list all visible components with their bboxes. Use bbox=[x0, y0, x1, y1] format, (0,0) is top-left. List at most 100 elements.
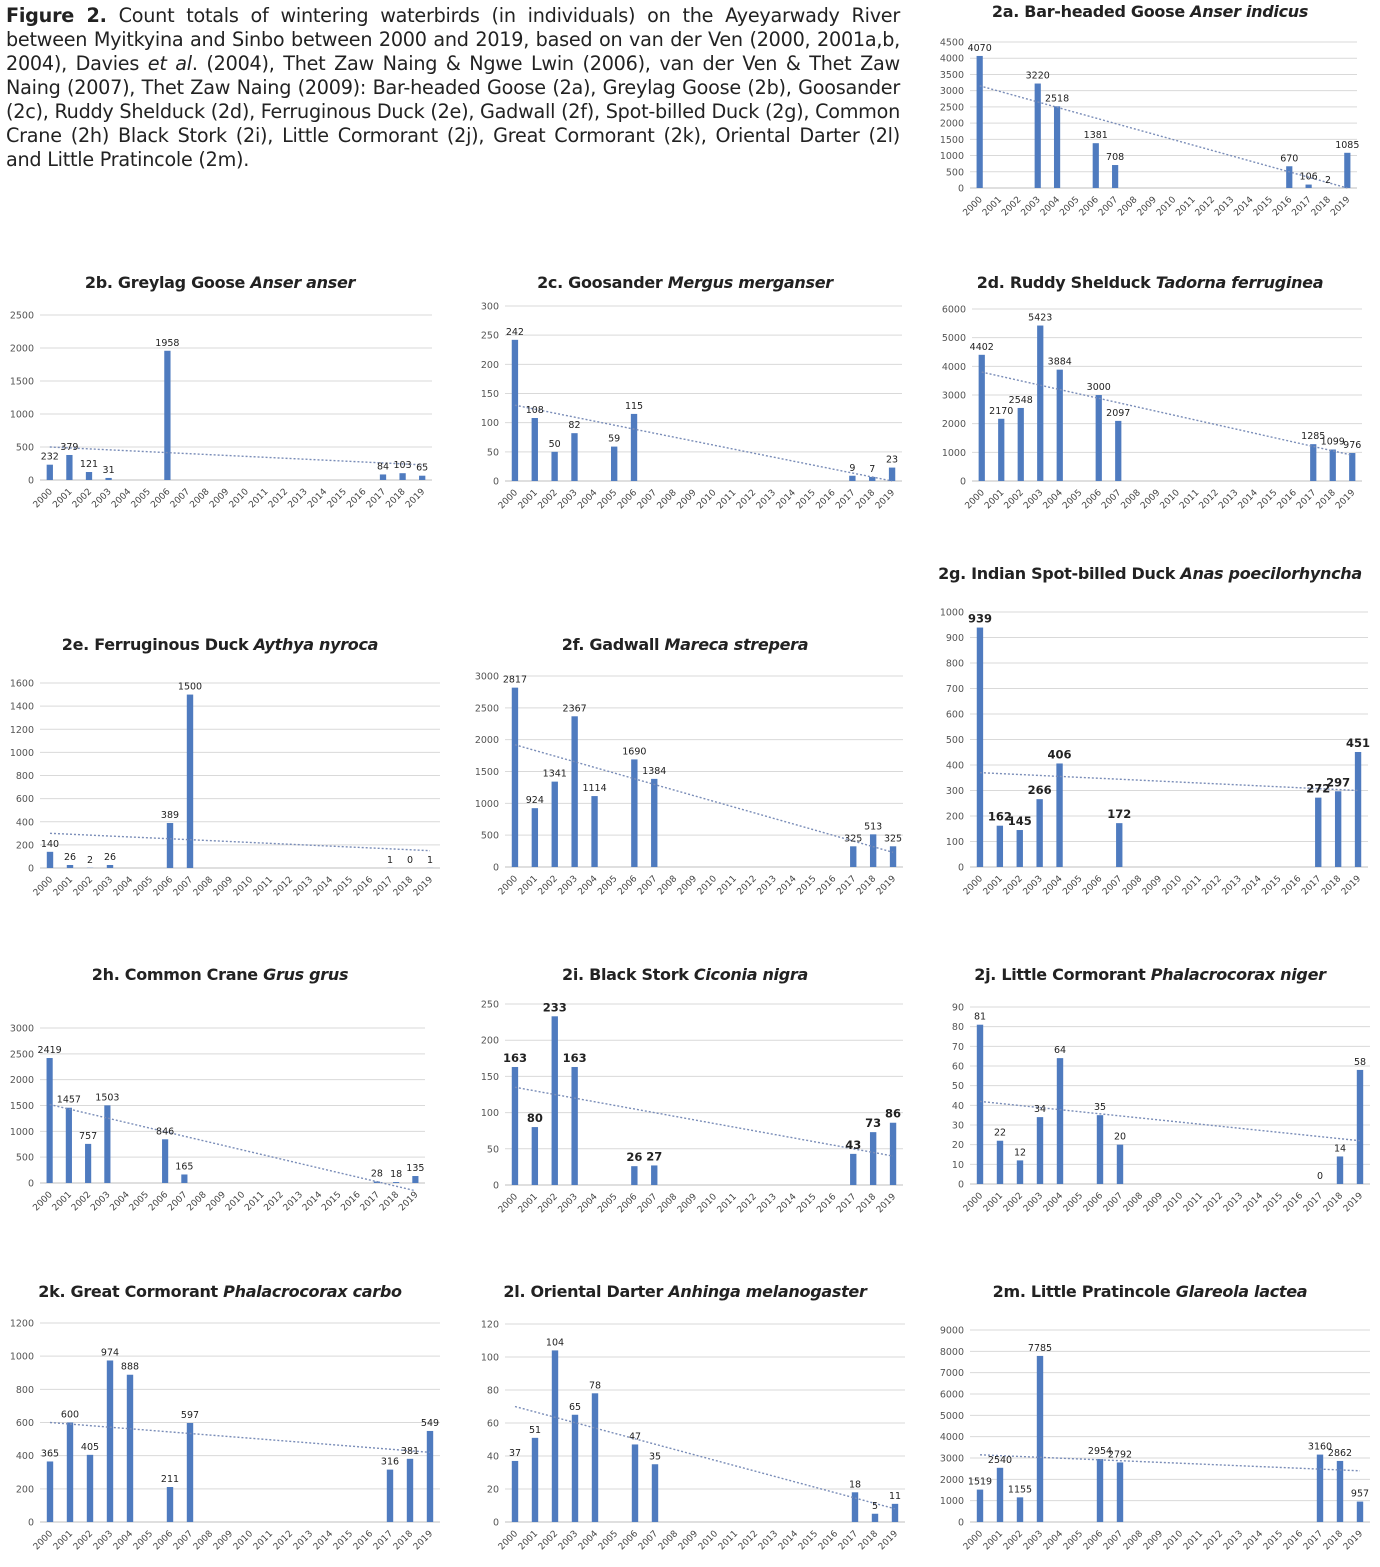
bar bbox=[512, 688, 518, 867]
x-tick-label: 2004 bbox=[1042, 488, 1065, 511]
bar bbox=[427, 1431, 433, 1522]
y-tick-label: 1000 bbox=[942, 448, 966, 459]
bar bbox=[412, 1176, 418, 1183]
x-tick-label: 2015 bbox=[1252, 195, 1275, 218]
x-tick-label: 2010 bbox=[232, 1529, 255, 1552]
x-tick-label: 2000 bbox=[32, 1529, 55, 1552]
x-tick-label: 2009 bbox=[1136, 195, 1159, 218]
y-tick-label: 400 bbox=[16, 1451, 34, 1462]
x-tick-label: 2009 bbox=[1142, 1529, 1165, 1552]
y-tick-label: 1500 bbox=[475, 767, 499, 778]
bar bbox=[977, 1025, 983, 1184]
bar bbox=[1037, 326, 1043, 481]
x-tick-label: 2014 bbox=[1242, 1529, 1265, 1552]
x-tick-label: 2015 bbox=[332, 875, 355, 898]
x-tick-label: 2010 bbox=[695, 488, 718, 511]
bar bbox=[532, 808, 538, 867]
caption-text-italic: et al bbox=[148, 52, 192, 75]
data-label: 211 bbox=[161, 1474, 179, 1485]
bar bbox=[1330, 449, 1336, 481]
trendline bbox=[50, 447, 422, 465]
bar bbox=[1096, 395, 1102, 481]
bar bbox=[1017, 1160, 1023, 1184]
x-tick-label: 2018 bbox=[855, 1192, 878, 1215]
x-tick-label: 2001 bbox=[51, 487, 74, 510]
data-label: 140 bbox=[41, 839, 59, 850]
bar bbox=[47, 1058, 53, 1183]
x-tick-label: 2006 bbox=[152, 1529, 175, 1552]
y-tick-label: 5000 bbox=[940, 1411, 964, 1422]
x-tick-label: 2014 bbox=[1242, 1191, 1265, 1214]
bar bbox=[1017, 830, 1023, 867]
x-tick-label: 2012 bbox=[737, 1529, 760, 1552]
x-tick-label: 2006 bbox=[1081, 488, 1104, 511]
y-tick-label: 200 bbox=[16, 840, 34, 851]
x-tick-label: 2018 bbox=[384, 487, 407, 510]
data-label: 163 bbox=[563, 1051, 587, 1065]
x-tick-label: 2016 bbox=[815, 1192, 838, 1215]
chart-svg: 0100020003000400050006000440221702548542… bbox=[930, 270, 1370, 526]
x-tick-label: 2001 bbox=[982, 1191, 1005, 1214]
x-tick-label: 2000 bbox=[962, 1191, 985, 1214]
x-tick-label: 2009 bbox=[205, 1190, 228, 1213]
x-tick-label: 2016 bbox=[345, 487, 368, 510]
bar bbox=[1057, 370, 1063, 481]
x-tick-label: 2003 bbox=[557, 1192, 580, 1215]
bar bbox=[870, 834, 876, 867]
x-tick-label: 2004 bbox=[1042, 1191, 1065, 1214]
x-tick-label: 2005 bbox=[596, 1192, 619, 1215]
x-tick-label: 2016 bbox=[339, 1190, 362, 1213]
bar bbox=[997, 826, 1003, 867]
x-tick-label: 2010 bbox=[1162, 1529, 1185, 1552]
x-tick-label: 2011 bbox=[1182, 1529, 1205, 1552]
y-tick-label: 500 bbox=[16, 443, 34, 454]
x-tick-label: 2014 bbox=[312, 1529, 335, 1552]
data-label: 12 bbox=[1014, 1147, 1026, 1158]
x-tick-label: 2004 bbox=[577, 1529, 600, 1552]
y-tick-label: 600 bbox=[946, 710, 964, 721]
bar bbox=[162, 1139, 168, 1183]
x-tick-label: 2018 bbox=[857, 1529, 880, 1552]
x-tick-label: 2019 bbox=[404, 487, 427, 510]
data-label: 1 bbox=[427, 855, 433, 866]
y-tick-label: 1500 bbox=[10, 1101, 34, 1112]
bar bbox=[1054, 106, 1060, 188]
data-label: 3220 bbox=[1026, 71, 1050, 82]
y-tick-label: 0 bbox=[958, 863, 964, 874]
bar bbox=[631, 414, 637, 481]
x-tick-label: 2006 bbox=[1078, 195, 1101, 218]
figure-caption: Figure 2. Count totals of wintering wate… bbox=[6, 4, 900, 172]
bar bbox=[1115, 421, 1121, 481]
x-tick-label: 2017 bbox=[1290, 195, 1313, 218]
x-tick-label: 2015 bbox=[795, 1192, 818, 1215]
bar bbox=[393, 1182, 399, 1183]
y-tick-label: 0 bbox=[958, 184, 964, 195]
bar bbox=[532, 1127, 538, 1185]
bar bbox=[105, 478, 111, 480]
x-tick-label: 2012 bbox=[1202, 1191, 1225, 1214]
x-tick-label: 2008 bbox=[192, 1529, 215, 1552]
x-tick-label: 2005 bbox=[1062, 1529, 1085, 1552]
x-tick-label: 2017 bbox=[837, 1529, 860, 1552]
x-tick-label: 2009 bbox=[208, 487, 231, 510]
y-tick-label: 30 bbox=[952, 1121, 964, 1132]
y-tick-label: 5000 bbox=[942, 333, 966, 344]
data-label: 18 bbox=[390, 1169, 402, 1180]
data-label: 1519 bbox=[968, 1477, 992, 1488]
chart-svg: 0200400600800100012003656004059748882115… bbox=[0, 1278, 440, 1567]
x-tick-label: 2005 bbox=[1061, 488, 1084, 511]
bar bbox=[1310, 444, 1316, 481]
bar bbox=[107, 1360, 113, 1522]
bar bbox=[572, 1415, 578, 1522]
data-label: 9 bbox=[849, 463, 855, 474]
x-tick-label: 2000 bbox=[962, 874, 985, 897]
x-tick-label: 2005 bbox=[1058, 195, 1081, 218]
data-label: 708 bbox=[1106, 152, 1124, 163]
y-tick-label: 70 bbox=[952, 1042, 964, 1053]
data-label: 18 bbox=[849, 1479, 861, 1490]
y-tick-label: 1000 bbox=[10, 1127, 34, 1138]
